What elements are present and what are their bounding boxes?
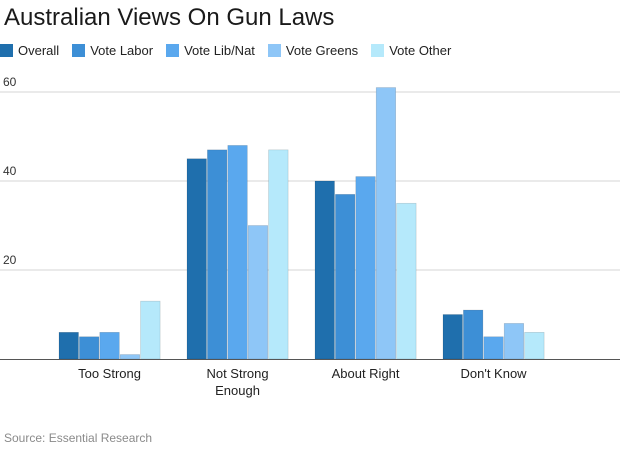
bar — [268, 149, 289, 360]
bar — [442, 314, 463, 360]
legend-item: Vote Greens — [267, 42, 359, 58]
y-tick-label: 20 — [3, 253, 17, 267]
axes: 20 40 60 Too Strong Not Strong Enough About Ri… — [0, 75, 620, 398]
bar — [483, 336, 504, 360]
bars — [58, 87, 545, 360]
legend-swatch — [267, 43, 281, 57]
legend-item: Vote Labor — [72, 43, 153, 58]
bar — [355, 176, 376, 360]
bar — [503, 323, 525, 360]
x-tick-label: Don't Know — [461, 366, 528, 381]
bar — [524, 331, 545, 360]
legend-swatch — [0, 43, 13, 57]
legend: Overall Vote Labor Vote Lib/Nat Vote Greens… — [0, 41, 464, 59]
bar — [247, 225, 268, 360]
legend-label: Vote Lib/Nat — [184, 42, 255, 58]
source-note: Source: Essential Research — [4, 431, 153, 445]
bar — [335, 194, 356, 360]
chart-title: Australian Views On Gun Laws — [4, 4, 335, 31]
bar — [227, 145, 248, 360]
legend-swatch — [166, 43, 180, 57]
legend-label: Vote Labor — [90, 42, 154, 58]
legend-item: Vote Other — [371, 43, 451, 58]
x-tick-label: Too Strong — [78, 366, 141, 381]
bar — [186, 158, 207, 360]
y-tick-label: 40 — [3, 164, 17, 178]
bar — [140, 300, 161, 360]
legend-label: Overall — [18, 42, 60, 58]
bar — [463, 309, 484, 360]
legend-item: Vote Lib/Nat — [166, 43, 255, 58]
bar — [207, 149, 228, 360]
bar — [58, 331, 79, 360]
bar — [314, 180, 335, 360]
legend-swatch — [371, 43, 385, 57]
legend-label: Vote Greens — [285, 42, 359, 58]
legend-item: Overall — [0, 43, 59, 58]
x-tick-label: About Right — [332, 366, 400, 381]
bar — [396, 202, 417, 360]
bar — [119, 354, 140, 360]
y-tick-label: 60 — [3, 75, 17, 89]
x-tick-label: Not Strong — [206, 366, 268, 381]
bar — [99, 331, 120, 360]
legend-swatch — [72, 43, 86, 57]
bar — [79, 336, 100, 360]
gridlines — [0, 91, 620, 271]
x-tick-label: Enough — [215, 383, 260, 398]
legend-label: Vote Other — [389, 42, 452, 58]
bar — [375, 87, 397, 360]
